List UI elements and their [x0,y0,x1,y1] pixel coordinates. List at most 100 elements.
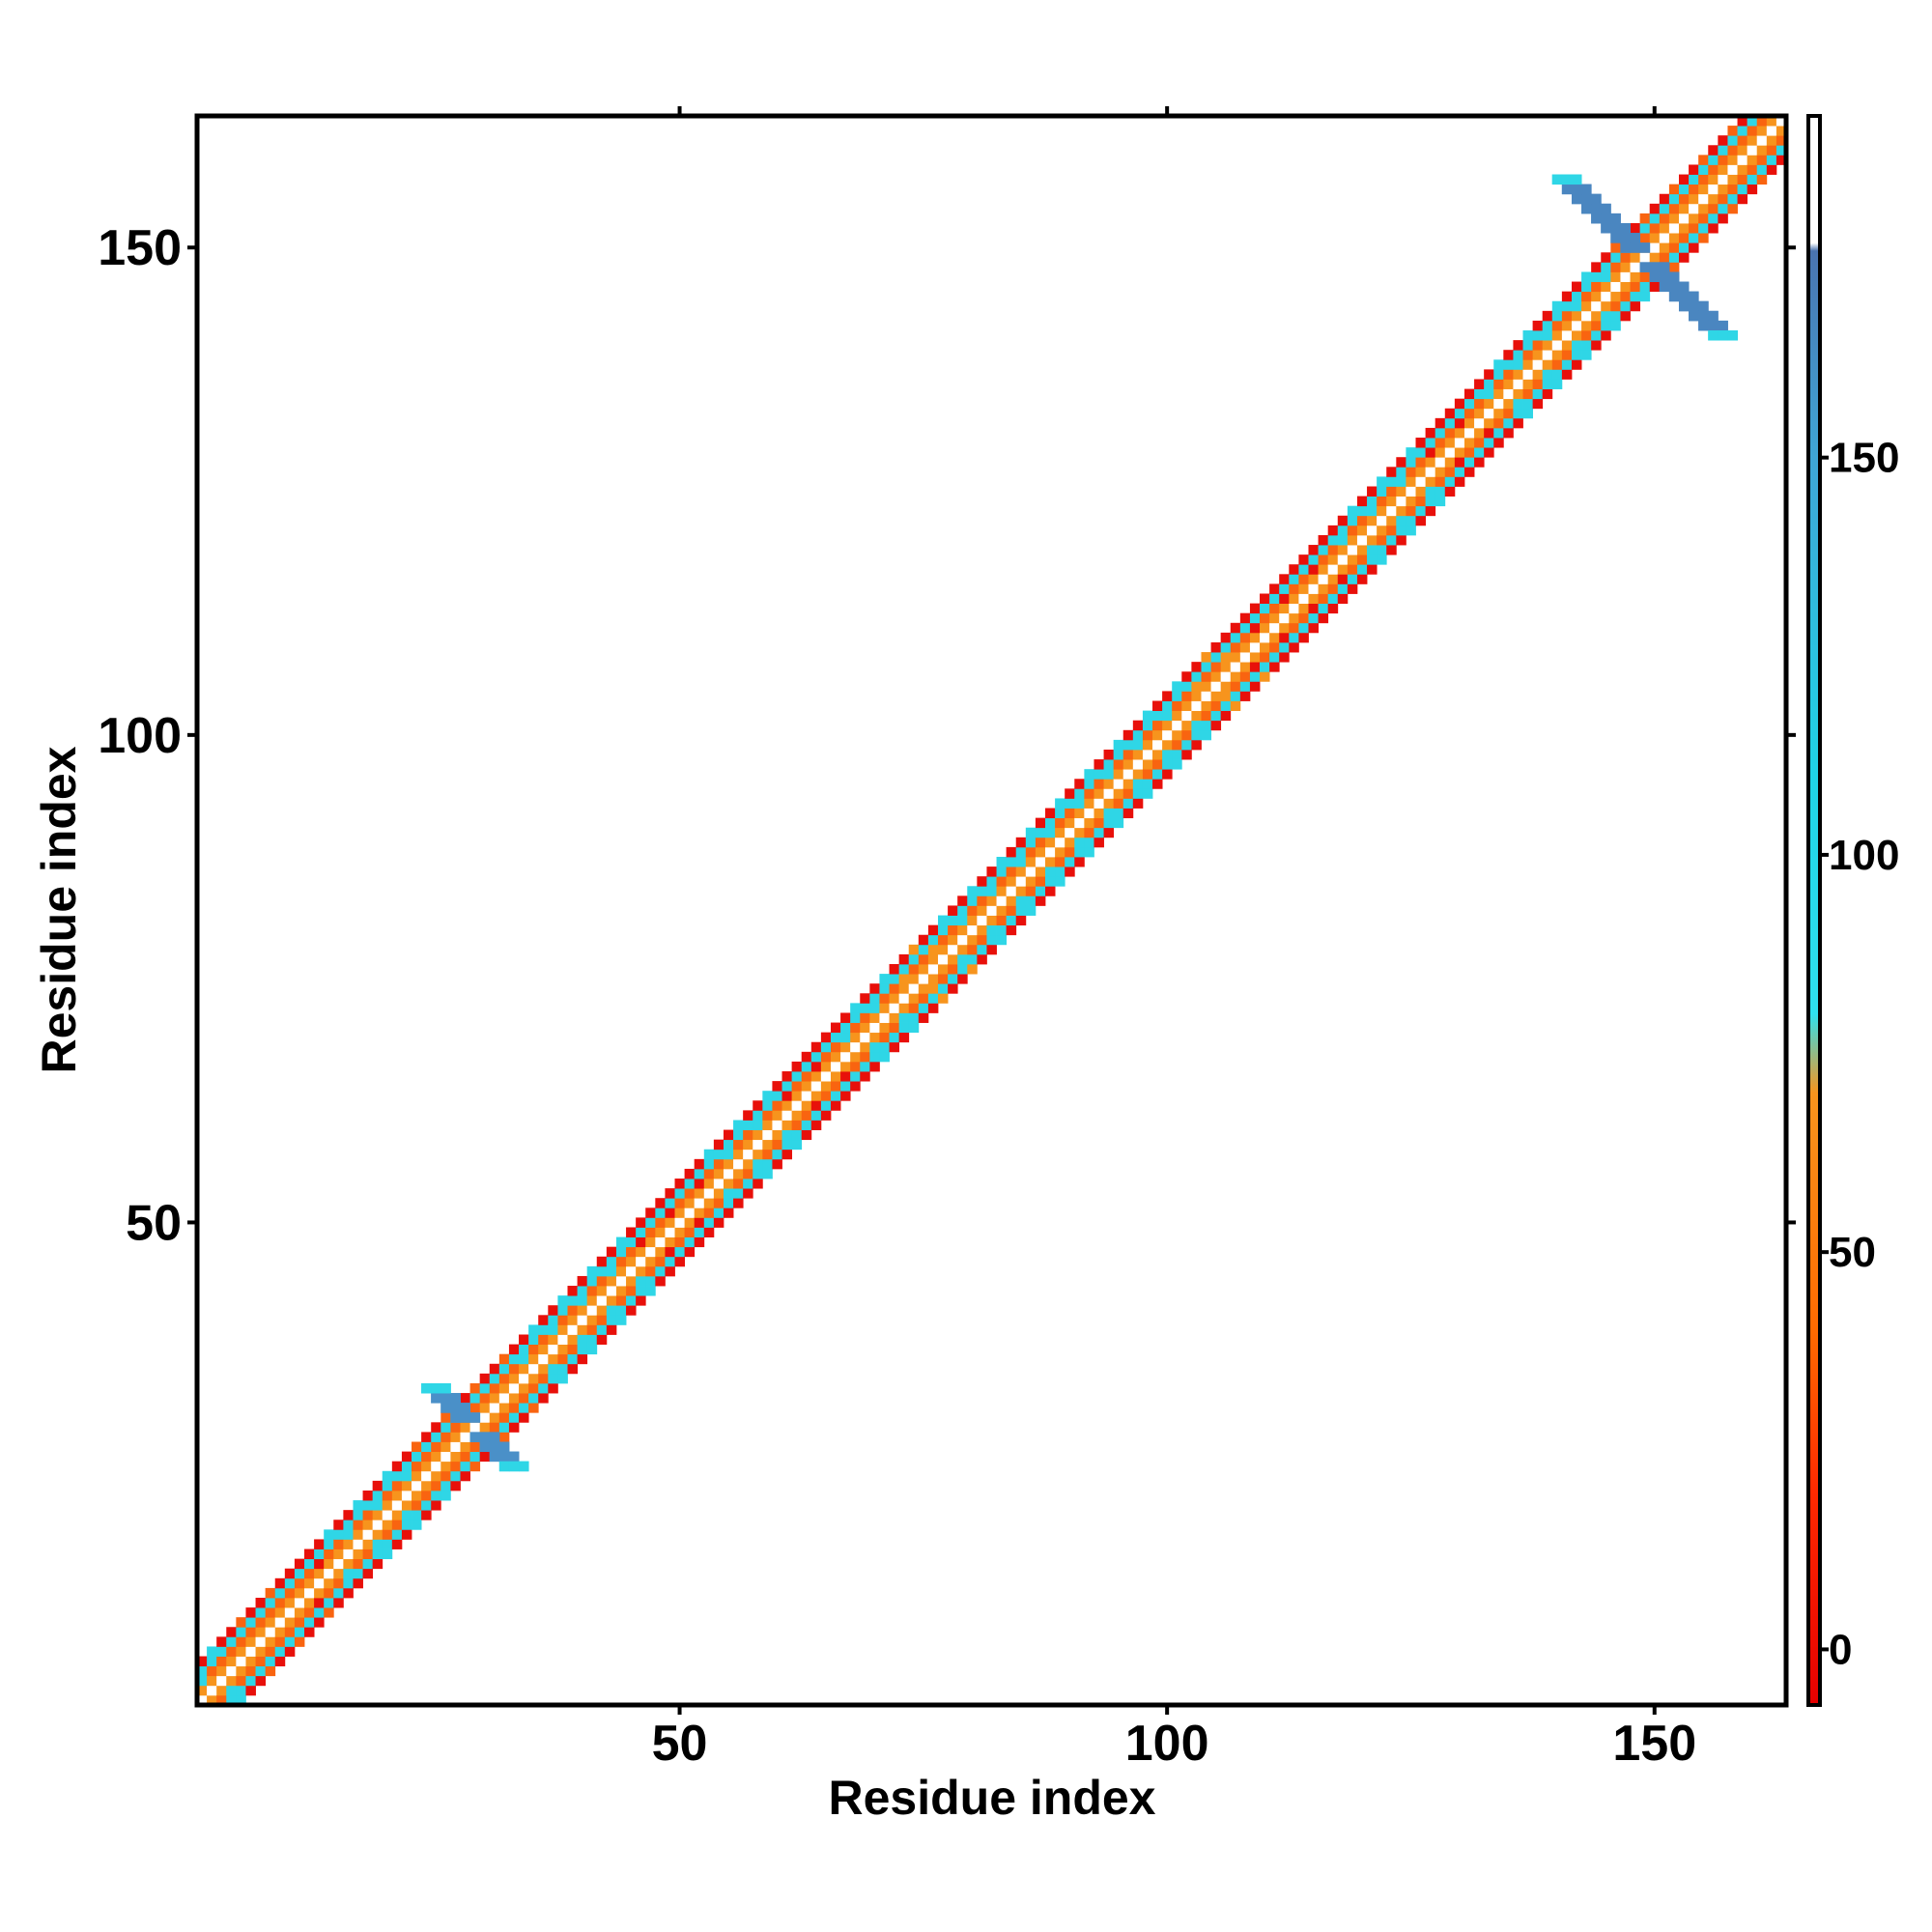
heatmap-cell [401,1461,412,1472]
heatmap-cell [1396,457,1406,468]
heatmap-cell [762,1100,773,1111]
heatmap-cell [713,1179,724,1189]
heatmap-cell [1337,583,1349,594]
heatmap-cell [1561,310,1573,322]
heatmap-cell [343,1558,354,1570]
heatmap-cell [1522,350,1534,360]
heatmap-cell [967,915,978,926]
heatmap-cell [937,953,949,965]
heatmap-cell [1113,779,1124,789]
heatmap-cell [898,953,910,965]
heatmap-cell [1356,564,1368,575]
heatmap-cell [1084,817,1094,829]
heatmap-cell [1132,779,1144,789]
heatmap-cell [1132,720,1144,731]
heatmap-cell [1191,662,1202,672]
heatmap-cell [1639,281,1651,293]
heatmap-cell [1581,350,1592,360]
heatmap-cell [1065,808,1075,819]
heatmap-cell [1279,622,1290,634]
heatmap-cell [606,1315,617,1325]
heatmap-cell [207,1646,217,1657]
heatmap-cell [1756,116,1768,127]
heatmap-cell [1308,545,1319,555]
heatmap-cell [1006,895,1017,906]
heatmap-cell [1074,779,1085,789]
y-tick-label: 50 [126,1195,182,1251]
heatmap-cell [1347,525,1358,536]
heatmap-cell [1484,447,1494,458]
heatmap-cell [830,1061,841,1072]
heatmap-cell [733,1158,744,1170]
heatmap-cell [1337,554,1349,565]
heatmap-cell [1035,817,1046,829]
heatmap-cell [519,1353,529,1365]
heatmap-cell [1474,388,1485,400]
heatmap-cell [908,944,920,955]
heatmap-cell [226,1694,237,1706]
heatmap-cell [1484,369,1494,380]
heatmap-cell [743,1110,753,1121]
heatmap-cell [538,1363,549,1375]
heatmap-cell [753,1168,763,1179]
cross-cell [431,1382,441,1394]
heatmap-cell [948,924,958,936]
heatmap-cell [1532,388,1544,400]
heatmap-cell [957,974,968,984]
heatmap-cell [820,1032,832,1043]
heatmap-cell [1337,593,1349,604]
heatmap-cell [343,1587,354,1599]
heatmap-cell [1386,534,1397,546]
heatmap-cell [372,1548,384,1560]
heatmap-cell [1318,603,1329,614]
heatmap-cell [996,867,1008,877]
heatmap-cell [1181,739,1192,751]
heatmap-cell [1386,476,1397,487]
heatmap-cell [1318,583,1329,594]
heatmap-cell [586,1305,598,1316]
heatmap-cell [1668,252,1680,263]
heatmap-cell [304,1607,315,1618]
heatmap-cell [1415,438,1426,448]
heatmap-cell [889,964,900,975]
heatmap-cell [615,1305,627,1316]
heatmap-cell [226,1656,237,1667]
heatmap-cell [1367,564,1378,575]
heatmap-cell [1172,691,1182,701]
heatmap-cell [1474,427,1485,439]
heatmap-cell [977,915,987,926]
heatmap-cell [1006,915,1017,926]
heatmap-cell [1094,827,1104,838]
cross-cell [1668,271,1680,282]
heatmap-cell [1298,593,1309,604]
heatmap-cell [236,1656,246,1667]
heatmap-cell [1591,310,1602,322]
heatmap-cell [577,1286,588,1296]
heatmap-cell [577,1305,588,1316]
heatmap-cell [1484,417,1494,429]
heatmap-cell [869,993,880,1004]
heatmap-cell [1406,447,1416,458]
heatmap-cell [1513,340,1523,351]
heatmap-cell [1055,808,1065,819]
colorbar-tick-label: 0 [1829,1626,1852,1673]
heatmap-cell [324,1577,334,1589]
heatmap-cell [450,1432,461,1442]
heatmap-cell [850,1071,861,1082]
heatmap-cell [274,1597,286,1608]
heatmap-cell [1513,350,1523,360]
heatmap-cell [1327,534,1339,546]
heatmap-cell [1776,126,1787,136]
heatmap-cell [665,1188,675,1199]
heatmap-cell [1035,886,1046,896]
heatmap-cell [996,924,1008,936]
heatmap-cell [674,1179,685,1189]
heatmap-cell [479,1451,491,1463]
heatmap-cell [538,1334,549,1345]
heatmap-cell [840,1081,851,1092]
heatmap-cell [216,1685,227,1696]
heatmap-cell [255,1597,267,1608]
heatmap-cell [567,1353,578,1365]
heatmap-cell [1727,184,1738,195]
heatmap-cell [1718,174,1728,185]
